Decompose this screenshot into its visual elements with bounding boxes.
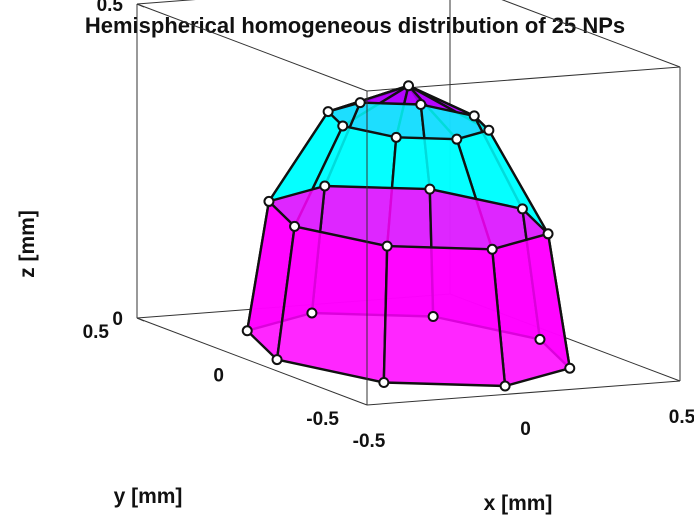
x-axis-line (366, 380, 681, 406)
np-point (403, 80, 414, 92)
np-point (486, 243, 498, 255)
np-point (483, 124, 495, 136)
np-point (319, 180, 331, 192)
np-point (306, 307, 318, 319)
z-tick-label: 0 (112, 309, 123, 330)
np-point (564, 362, 576, 374)
z-axis-label: z [mm] (16, 210, 39, 278)
x-axis-label: x [mm] (484, 492, 553, 515)
chart-title: Hemispherical homogeneous distribution o… (85, 13, 625, 38)
tick-labels: -0.500.5-0.500.500.5 (83, 0, 694, 452)
np-point (451, 133, 463, 145)
axes-box-front (136, 3, 681, 406)
np-point (424, 183, 436, 195)
y-tick-label: 0.5 (83, 322, 110, 343)
np-point (534, 333, 546, 345)
z-tick-label: 0.5 (97, 0, 124, 16)
np-point (263, 195, 275, 207)
np-point (378, 376, 390, 388)
z-tick-mark (136, 3, 145, 8)
np-point (542, 228, 554, 240)
y-tick-label: -0.5 (306, 409, 339, 430)
y-tick-label: 0 (213, 366, 224, 387)
np-point (390, 131, 402, 143)
np-point (516, 203, 528, 215)
np-point (271, 354, 283, 366)
x-tick-label: 0 (520, 419, 531, 440)
hemisphere-surface (245, 84, 571, 388)
np-point (499, 380, 511, 392)
x-tick-label: 0.5 (669, 407, 694, 428)
np-point (415, 98, 427, 110)
np-point (381, 240, 393, 252)
x-tick-label: -0.5 (353, 431, 386, 452)
np-point (322, 106, 334, 118)
np-markers (241, 80, 576, 392)
np-point (289, 220, 301, 232)
np-point (427, 311, 439, 323)
np-point (468, 110, 480, 122)
np-point (354, 97, 366, 109)
box-edge (136, 0, 196, 5)
y-axis-label: y [mm] (114, 485, 183, 508)
np-point (241, 325, 253, 337)
box-edge (501, 0, 681, 68)
box-edge (136, 3, 368, 92)
np-point (337, 120, 349, 132)
box-edge (366, 66, 681, 92)
z-tick-mark (136, 317, 145, 322)
bottom-band-face (275, 225, 389, 384)
y-axis-line (136, 317, 368, 406)
bottom-band-face (382, 244, 507, 388)
